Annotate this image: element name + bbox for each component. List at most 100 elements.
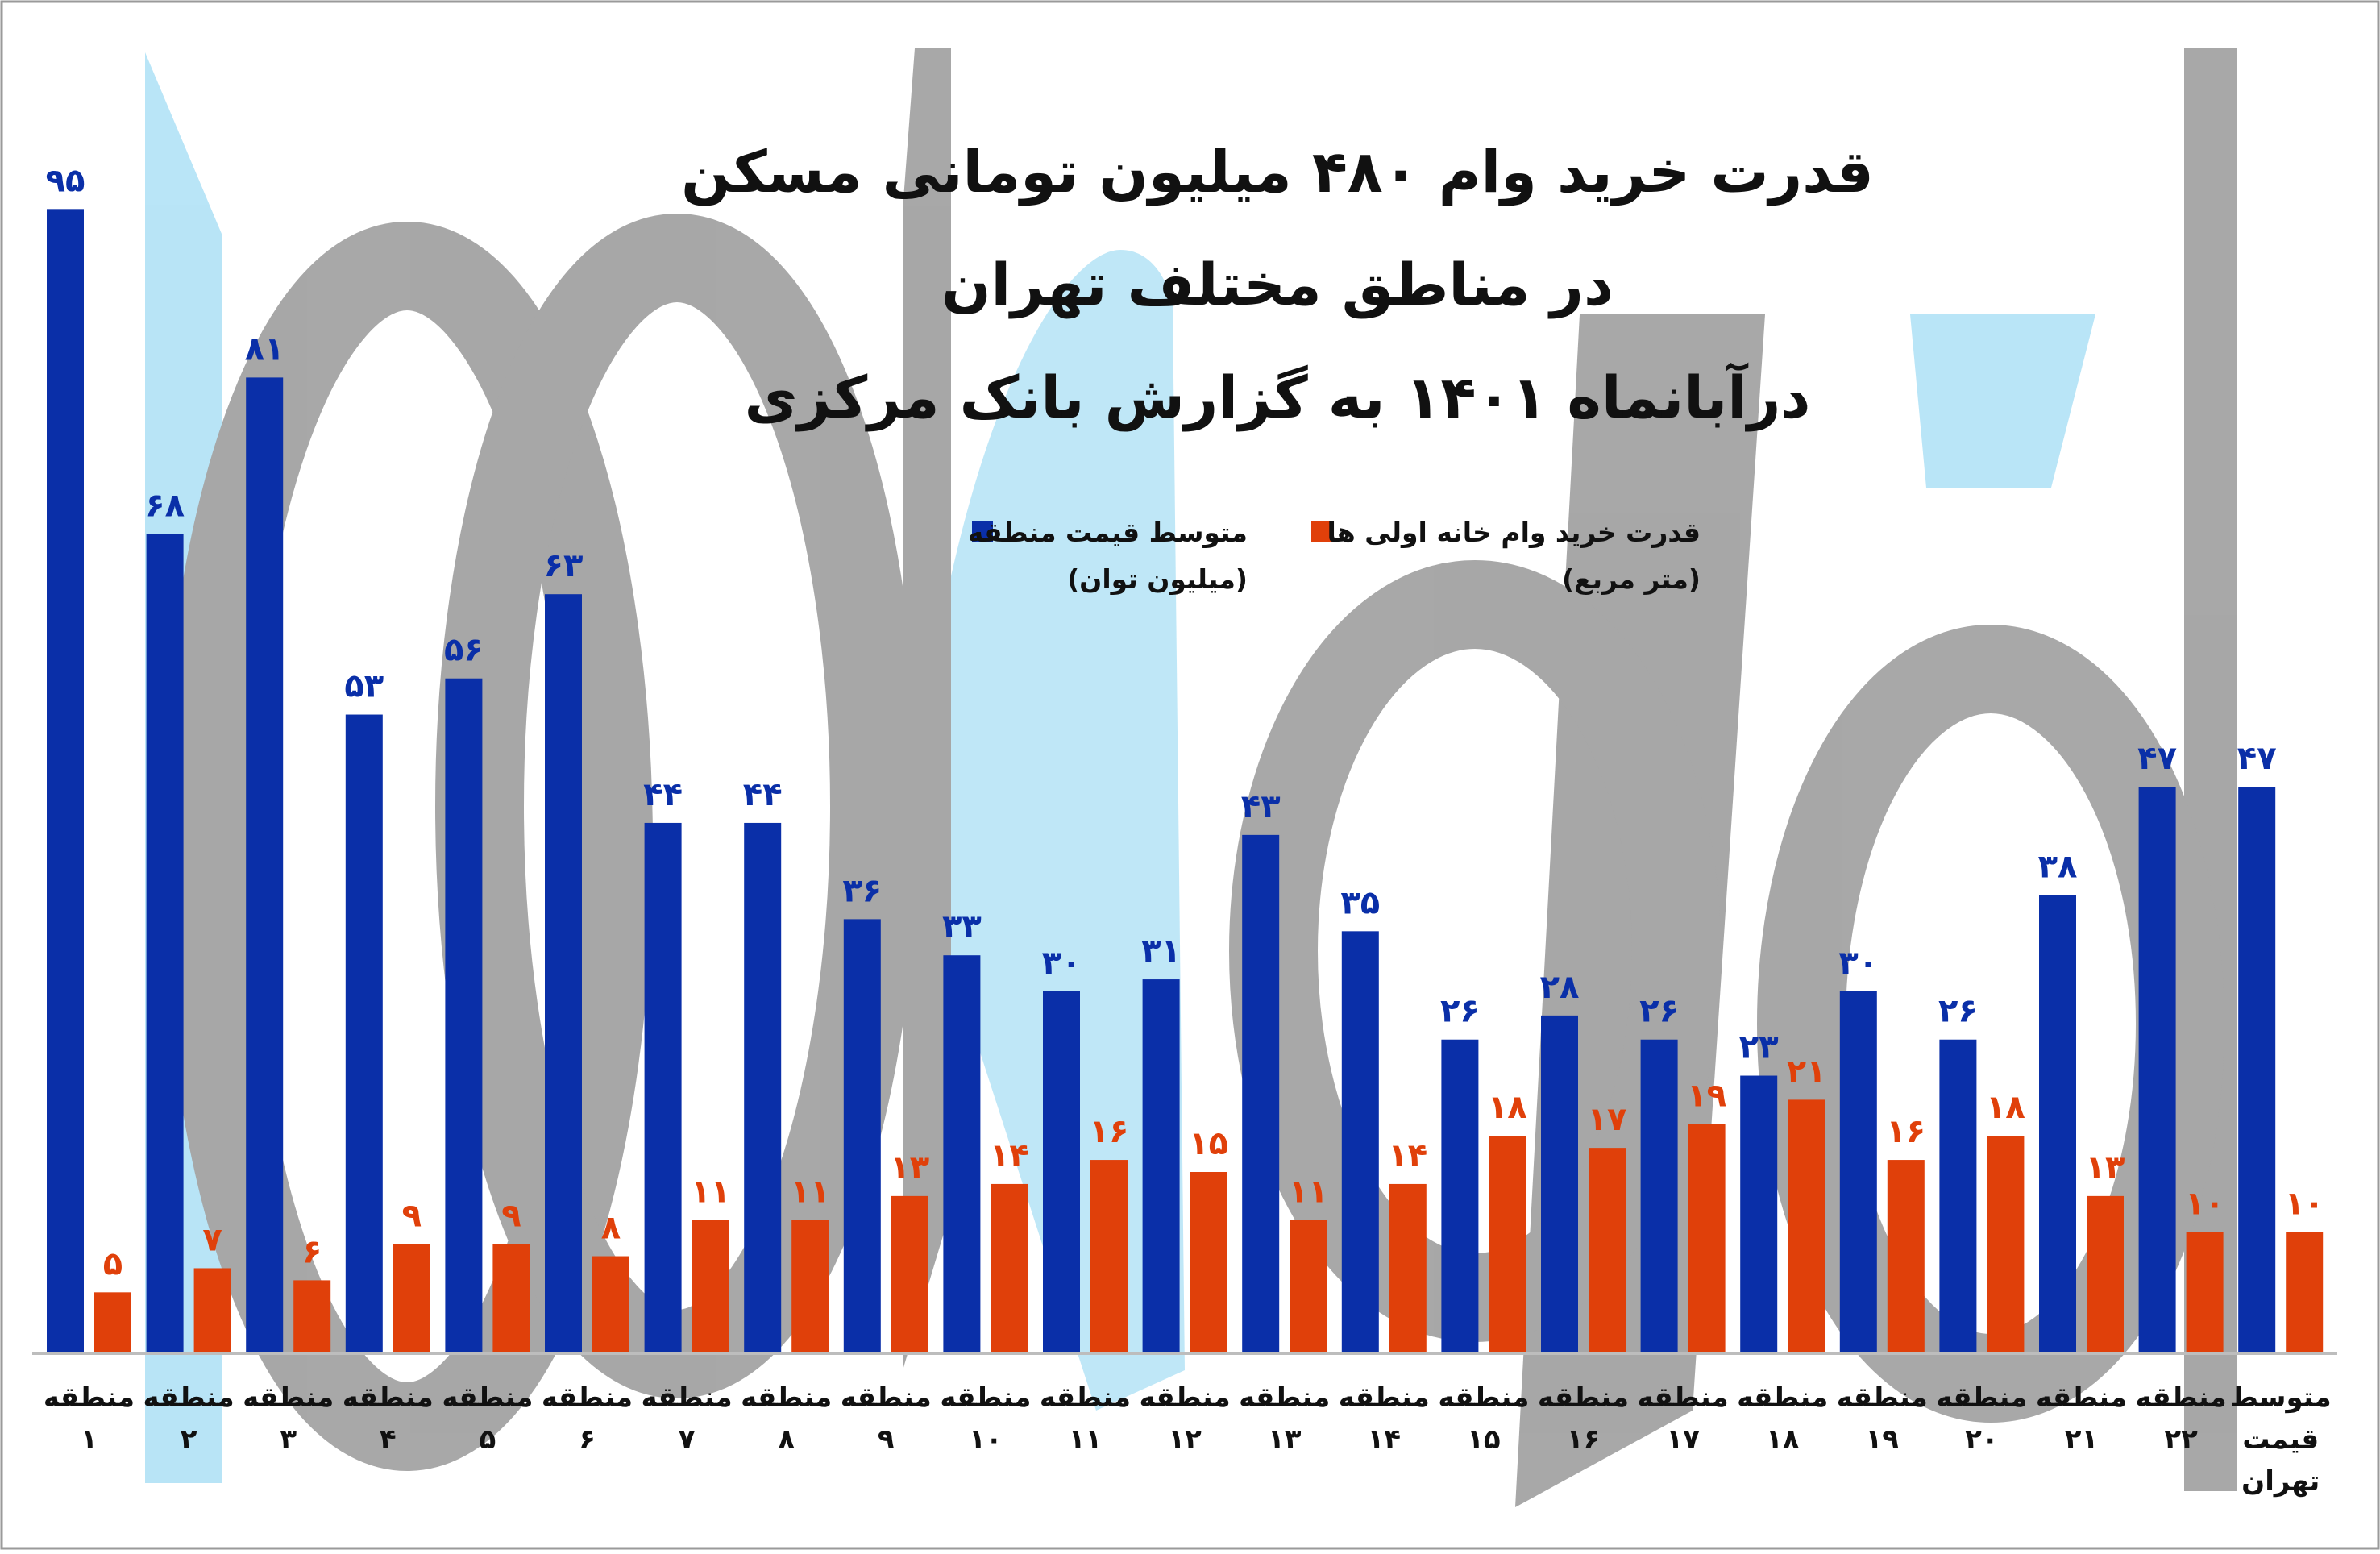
bar-purchasing-power-19 bbox=[1887, 1160, 1925, 1352]
x-tick-label-12-line-1: منطقه bbox=[1140, 1382, 1231, 1414]
legend-swatch-average-price bbox=[972, 521, 993, 542]
title-line-1: قدرت خرید وام ۴۸۰ میلیون تومانی مسکن bbox=[681, 138, 1874, 206]
bar-average-price-1 bbox=[47, 209, 84, 1352]
title-line-3: درآبانماه ۱۴۰۱ به گزارش بانک مرکزی bbox=[745, 362, 1811, 432]
x-tick-label-14-line-2: ۱۴ bbox=[1368, 1423, 1402, 1456]
value-label-average-price-3: ۸۱ bbox=[245, 330, 285, 368]
bar-average-price-16 bbox=[1541, 1015, 1578, 1352]
chart-title: قدرت خرید وام ۴۸۰ میلیون تومانی مسکن در … bbox=[681, 138, 1874, 432]
x-tick-label-13-line-2: ۱۳ bbox=[1268, 1423, 1302, 1456]
bar-average-price-10 bbox=[943, 955, 981, 1352]
x-tick-label-23-line-2: قیمت bbox=[2242, 1423, 2319, 1456]
bar-average-price-15 bbox=[1441, 1039, 1479, 1352]
bar-average-price-6 bbox=[545, 594, 582, 1352]
value-label-purchasing-power-1: ۵ bbox=[103, 1245, 123, 1282]
value-label-purchasing-power-23: ۱۰ bbox=[2285, 1186, 2324, 1223]
value-label-average-price-14: ۳۵ bbox=[1340, 884, 1380, 921]
bar-purchasing-power-7 bbox=[692, 1220, 729, 1352]
value-label-purchasing-power-4: ۹ bbox=[402, 1198, 422, 1235]
value-label-purchasing-power-21: ۱۳ bbox=[2086, 1149, 2125, 1186]
value-label-purchasing-power-22: ۱۰ bbox=[2185, 1186, 2224, 1223]
x-tick-label-23-line-1: متوسط bbox=[2230, 1382, 2332, 1414]
x-tick-label-21-line-1: منطقه bbox=[2036, 1382, 2127, 1414]
bar-average-price-7 bbox=[644, 822, 682, 1352]
x-tick-label-21-line-2: ۲۱ bbox=[2065, 1423, 2099, 1456]
x-tick-label-1-line-1: منطقه bbox=[44, 1382, 135, 1414]
bar-average-price-17 bbox=[1640, 1039, 1678, 1352]
value-label-purchasing-power-16: ۱۷ bbox=[1588, 1101, 1627, 1138]
x-tick-label-6-line-2: ۶ bbox=[579, 1423, 596, 1456]
x-tick-label-7-line-2: ۷ bbox=[679, 1423, 696, 1456]
bar-purchasing-power-17 bbox=[1688, 1124, 1726, 1352]
value-label-average-price-22: ۴۷ bbox=[2137, 740, 2177, 777]
x-tick-label-10-line-2: ۱۰ bbox=[969, 1423, 1003, 1456]
value-label-purchasing-power-8: ۱۱ bbox=[791, 1174, 830, 1211]
bar-average-price-20 bbox=[1939, 1039, 1977, 1352]
x-tick-label-3-line-1: منطقه bbox=[243, 1382, 334, 1414]
bar-average-price-22 bbox=[2138, 787, 2176, 1352]
x-tick-label-11-line-2: ۱۱ bbox=[1069, 1423, 1103, 1456]
legend-label-average-price: متوسط قیمت منطقه bbox=[968, 517, 1248, 549]
bar-average-price-18 bbox=[1740, 1075, 1778, 1352]
value-label-purchasing-power-18: ۲۱ bbox=[1787, 1053, 1826, 1090]
value-labels-layer: ۹۵۵۶۸۷۸۱۶۵۳۹۵۶۹۶۳۸۴۴۱۱۴۴۱۱۳۶۱۳۳۳۱۴۳۰۱۶۳۱… bbox=[46, 162, 2324, 1282]
value-label-purchasing-power-15: ۱۸ bbox=[1488, 1089, 1527, 1126]
x-tick-label-15-line-2: ۱۵ bbox=[1467, 1423, 1501, 1456]
value-label-average-price-5: ۵۶ bbox=[444, 632, 484, 669]
bar-purchasing-power-23 bbox=[2286, 1232, 2324, 1352]
x-tick-label-20-line-1: منطقه bbox=[1936, 1382, 2027, 1414]
value-label-average-price-20: ۲۶ bbox=[1938, 993, 1978, 1030]
x-tick-label-22-line-2: ۲۲ bbox=[2164, 1423, 2198, 1456]
x-tick-label-5-line-2: ۵ bbox=[480, 1423, 496, 1456]
value-label-average-price-4: ۵۳ bbox=[344, 668, 384, 705]
x-axis-labels: منطقه ۱ منطقه ۲ منطقه ۳ منطقه ۴ منطقه ۵ منطقه ۶ منطق… bbox=[44, 1382, 2332, 1498]
bar-purchasing-power-4 bbox=[393, 1244, 430, 1352]
x-tick-label-7-line-1: منطقه bbox=[642, 1382, 733, 1414]
legend-unit-average-price: (میلیون توان) bbox=[1067, 563, 1248, 596]
x-tick-label-15-line-1: منطقه bbox=[1438, 1382, 1529, 1414]
bar-average-price-23 bbox=[2238, 787, 2276, 1352]
value-label-purchasing-power-5: ۹ bbox=[501, 1198, 521, 1235]
bar-average-price-5 bbox=[445, 678, 483, 1352]
bar-purchasing-power-20 bbox=[1987, 1136, 2025, 1352]
value-label-average-price-23: ۴۷ bbox=[2237, 740, 2277, 777]
value-label-average-price-12: ۳۱ bbox=[1141, 933, 1181, 970]
x-tick-label-5-line-1: منطقه bbox=[442, 1382, 533, 1414]
x-tick-label-8-line-1: منطقه bbox=[741, 1382, 832, 1414]
bar-purchasing-power-15 bbox=[1489, 1136, 1526, 1352]
bar-average-price-11 bbox=[1043, 991, 1080, 1352]
bar-purchasing-power-12 bbox=[1190, 1172, 1227, 1352]
value-label-average-price-8: ۴۴ bbox=[743, 776, 783, 813]
value-label-average-price-15: ۲۶ bbox=[1440, 993, 1480, 1030]
bar-purchasing-power-8 bbox=[791, 1220, 829, 1352]
x-tick-label-6-line-1: منطقه bbox=[542, 1382, 633, 1414]
x-tick-label-9-line-1: منطقه bbox=[841, 1382, 932, 1414]
value-label-average-price-6: ۶۳ bbox=[544, 547, 584, 584]
chart-legend: قدرت خرید وام خانه اولی ها (متر مربع) مت… bbox=[968, 517, 1701, 596]
x-tick-label-2-line-2: ۲ bbox=[181, 1423, 197, 1456]
value-label-average-price-18: ۲۳ bbox=[1739, 1029, 1779, 1066]
bar-purchasing-power-2 bbox=[193, 1268, 231, 1352]
bar-average-price-12 bbox=[1142, 979, 1180, 1352]
value-label-average-price-10: ۳۳ bbox=[942, 908, 982, 945]
legend-unit-purchasing-power: (متر مربع) bbox=[1562, 563, 1701, 596]
bar-purchasing-power-5 bbox=[492, 1244, 530, 1352]
value-label-purchasing-power-14: ۱۴ bbox=[1388, 1137, 1427, 1174]
value-label-average-price-11: ۳۰ bbox=[1042, 945, 1082, 982]
value-label-average-price-17: ۲۶ bbox=[1639, 993, 1679, 1030]
value-label-purchasing-power-13: ۱۱ bbox=[1289, 1174, 1328, 1211]
value-label-purchasing-power-7: ۱۱ bbox=[691, 1174, 730, 1211]
x-tick-label-2-line-1: منطقه bbox=[143, 1382, 235, 1414]
x-tick-label-9-line-2: ۹ bbox=[878, 1423, 895, 1456]
value-label-average-price-19: ۳۰ bbox=[1838, 945, 1878, 982]
x-tick-label-13-line-1: منطقه bbox=[1239, 1382, 1330, 1414]
bar-average-price-9 bbox=[843, 919, 881, 1352]
bar-average-price-4 bbox=[345, 714, 383, 1352]
value-label-purchasing-power-2: ۷ bbox=[202, 1221, 222, 1258]
value-label-average-price-2: ۶۸ bbox=[145, 488, 185, 525]
x-tick-label-16-line-1: منطقه bbox=[1538, 1382, 1629, 1414]
x-tick-label-16-line-2: ۱۶ bbox=[1567, 1423, 1601, 1456]
value-label-average-price-21: ۳۸ bbox=[2038, 849, 2078, 886]
bar-purchasing-power-18 bbox=[1788, 1099, 1825, 1352]
